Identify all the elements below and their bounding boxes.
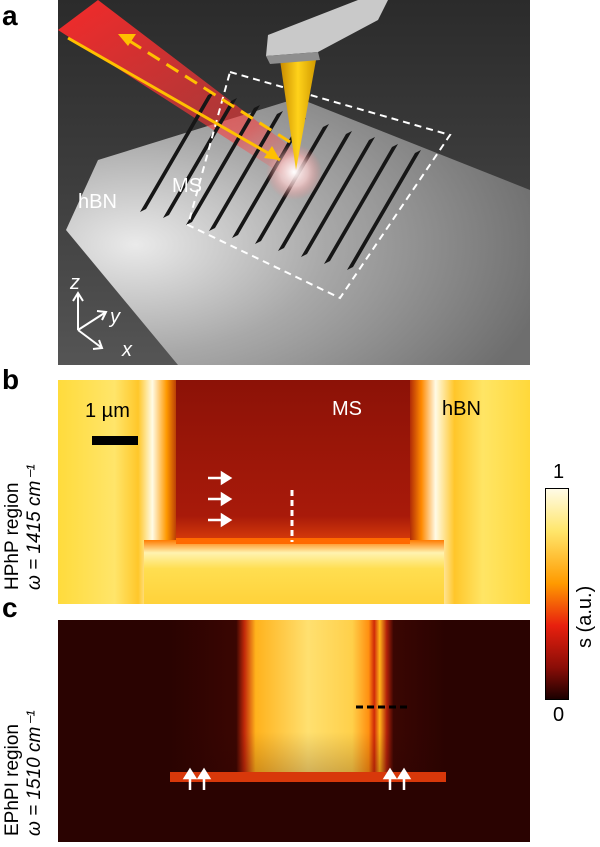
cantilever — [266, 0, 388, 56]
ms-boundary — [186, 70, 452, 300]
axis-z-label: z — [70, 272, 80, 294]
ms-label-a: MS — [172, 175, 202, 197]
panel-letter-a: a — [2, 0, 18, 31]
hphp-map — [58, 380, 530, 604]
axis-x-label: x — [122, 339, 132, 361]
colorbar-gradient — [546, 489, 568, 699]
side-label-b: HPhP region ω = 1415 cm⁻¹ — [2, 464, 46, 590]
map-panel-b: 1 µm MS hBN — [58, 380, 530, 604]
panel-letter-b: b — [2, 364, 20, 395]
panel-letter-c: c — [2, 592, 18, 623]
laser-beam — [58, 0, 308, 178]
scale-bar-label: 1 µm — [85, 400, 130, 422]
hbn-label-b: hBN — [442, 398, 481, 420]
side-label-c: EPhPI region ω = 1510 cm⁻¹ — [2, 710, 46, 836]
schematic-panel-a: hBN MS z y x — [58, 0, 530, 365]
ms-label-b: MS — [332, 398, 362, 420]
coordinate-axes — [72, 291, 108, 350]
colorbar-min-label: 0 — [553, 704, 565, 726]
hbn-slab — [66, 98, 530, 365]
scattered-arrow — [127, 38, 291, 144]
scale-bar — [92, 436, 138, 445]
afm-tip — [280, 60, 316, 170]
hotspot — [266, 144, 322, 200]
colorbar-max-label: 1 — [553, 461, 565, 483]
mode-arrows-c — [182, 767, 412, 790]
axis-y-label: y — [110, 306, 120, 328]
mode-arrows-b — [208, 470, 233, 528]
colorbar-axis-label: s (a.u.) — [574, 585, 596, 648]
side-label-c-line1: EPhPI region — [2, 724, 23, 836]
map-panel-c — [58, 620, 530, 842]
incident-arrow — [67, 36, 281, 162]
side-label-c-line2: ω = 1510 cm⁻¹ — [24, 710, 45, 836]
hbn-label-a: hBN — [78, 191, 117, 213]
ephpi-map — [58, 620, 530, 842]
colorbar — [545, 488, 569, 700]
schematic-illustration — [58, 0, 530, 365]
side-label-b-line2: ω = 1415 cm⁻¹ — [24, 464, 45, 590]
side-label-b-line1: HPhP region — [2, 482, 23, 590]
